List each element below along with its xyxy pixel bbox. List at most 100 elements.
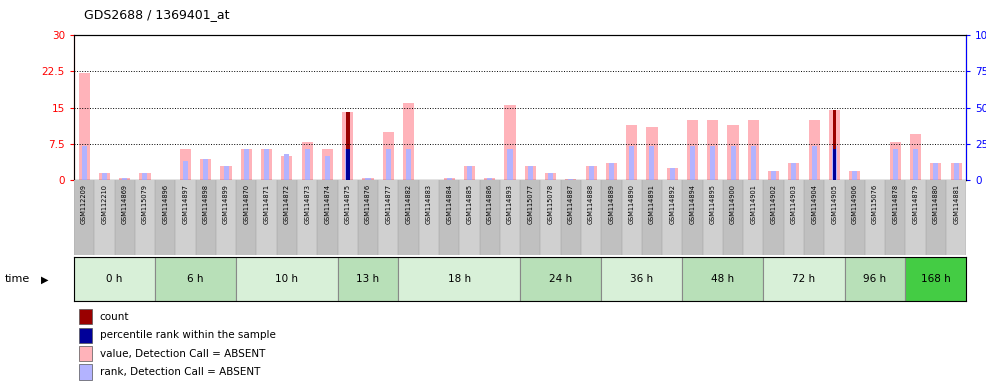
Bar xyxy=(183,161,188,180)
Bar xyxy=(934,164,939,180)
Bar xyxy=(768,171,779,180)
Bar xyxy=(439,180,459,255)
Bar xyxy=(845,257,905,301)
Bar xyxy=(379,180,398,255)
Bar xyxy=(568,179,573,180)
Bar xyxy=(508,149,513,180)
Bar xyxy=(905,180,926,255)
Bar xyxy=(99,173,110,180)
Text: 96 h: 96 h xyxy=(864,274,886,285)
Bar xyxy=(366,178,371,180)
Bar xyxy=(832,146,837,180)
Bar xyxy=(487,178,492,180)
Bar xyxy=(203,159,208,180)
Bar xyxy=(284,154,290,180)
Bar xyxy=(241,149,251,180)
Bar xyxy=(747,120,759,180)
Text: 10 h: 10 h xyxy=(275,274,299,285)
Bar xyxy=(930,164,942,180)
Bar xyxy=(398,257,520,301)
Bar xyxy=(789,164,800,180)
Bar xyxy=(447,178,452,180)
Bar xyxy=(155,180,176,255)
Text: GSM114897: GSM114897 xyxy=(182,184,188,224)
Text: 48 h: 48 h xyxy=(711,274,735,285)
Bar xyxy=(444,177,455,180)
Bar xyxy=(346,113,350,180)
Bar xyxy=(608,164,614,180)
Bar xyxy=(703,180,723,255)
Bar xyxy=(176,180,195,255)
Text: GSM114905: GSM114905 xyxy=(831,184,837,224)
Bar xyxy=(953,164,958,180)
Text: 6 h: 6 h xyxy=(187,274,204,285)
Bar xyxy=(565,179,577,180)
Bar xyxy=(363,177,374,180)
Bar xyxy=(383,132,393,180)
Bar xyxy=(561,180,581,255)
Bar xyxy=(305,149,310,180)
Text: GSM114898: GSM114898 xyxy=(203,184,209,224)
Bar xyxy=(386,149,390,180)
Bar xyxy=(277,180,297,255)
Bar xyxy=(586,166,597,180)
Text: GSM114881: GSM114881 xyxy=(953,184,959,224)
Text: GSM114903: GSM114903 xyxy=(791,184,797,224)
Bar xyxy=(95,180,114,255)
Bar xyxy=(885,180,905,255)
Text: 24 h: 24 h xyxy=(549,274,572,285)
Text: ▶: ▶ xyxy=(41,274,49,285)
Text: GSM114889: GSM114889 xyxy=(608,184,614,224)
Text: GSM114872: GSM114872 xyxy=(284,184,290,224)
Text: GSM114892: GSM114892 xyxy=(669,184,675,224)
Text: GSM114879: GSM114879 xyxy=(913,184,919,224)
Bar xyxy=(216,180,237,255)
Bar xyxy=(528,166,532,180)
Bar xyxy=(548,173,553,180)
Bar xyxy=(525,166,535,180)
Bar xyxy=(135,180,155,255)
Bar xyxy=(669,168,674,180)
Bar xyxy=(224,166,229,180)
Bar xyxy=(119,177,130,180)
Bar xyxy=(809,120,819,180)
Bar xyxy=(845,180,865,255)
Bar xyxy=(419,180,439,255)
Bar xyxy=(337,257,398,301)
Bar xyxy=(642,180,662,255)
Text: GSM114871: GSM114871 xyxy=(263,184,269,224)
Text: GSM115079: GSM115079 xyxy=(142,184,148,224)
Text: GSM114901: GSM114901 xyxy=(750,184,756,224)
Bar xyxy=(605,164,617,180)
Bar xyxy=(467,166,472,180)
Text: GSM114885: GSM114885 xyxy=(466,184,472,224)
Bar xyxy=(889,142,901,180)
Text: GSM114877: GSM114877 xyxy=(386,184,391,224)
Text: GSM114878: GSM114878 xyxy=(892,184,898,224)
Bar xyxy=(926,180,946,255)
Text: GSM112209: GSM112209 xyxy=(81,184,87,224)
Text: rank, Detection Call = ABSENT: rank, Detection Call = ABSENT xyxy=(100,367,260,377)
Text: GSM114882: GSM114882 xyxy=(405,184,411,224)
Bar xyxy=(667,168,677,180)
Bar xyxy=(479,180,500,255)
Bar xyxy=(662,180,682,255)
Bar xyxy=(281,156,293,180)
Bar xyxy=(102,173,106,180)
Bar xyxy=(763,257,845,301)
Bar xyxy=(650,146,655,180)
Bar xyxy=(601,257,682,301)
Bar xyxy=(910,134,921,180)
Bar xyxy=(687,120,698,180)
Bar xyxy=(771,171,776,180)
Bar xyxy=(626,124,637,180)
Text: GSM114893: GSM114893 xyxy=(507,184,513,224)
Text: GSM115078: GSM115078 xyxy=(547,184,553,224)
Bar xyxy=(459,180,479,255)
Bar xyxy=(763,180,784,255)
Bar xyxy=(317,180,337,255)
Text: GSM114904: GSM114904 xyxy=(811,184,817,224)
Bar xyxy=(256,180,277,255)
Bar xyxy=(155,257,237,301)
Text: GSM114869: GSM114869 xyxy=(121,184,127,224)
